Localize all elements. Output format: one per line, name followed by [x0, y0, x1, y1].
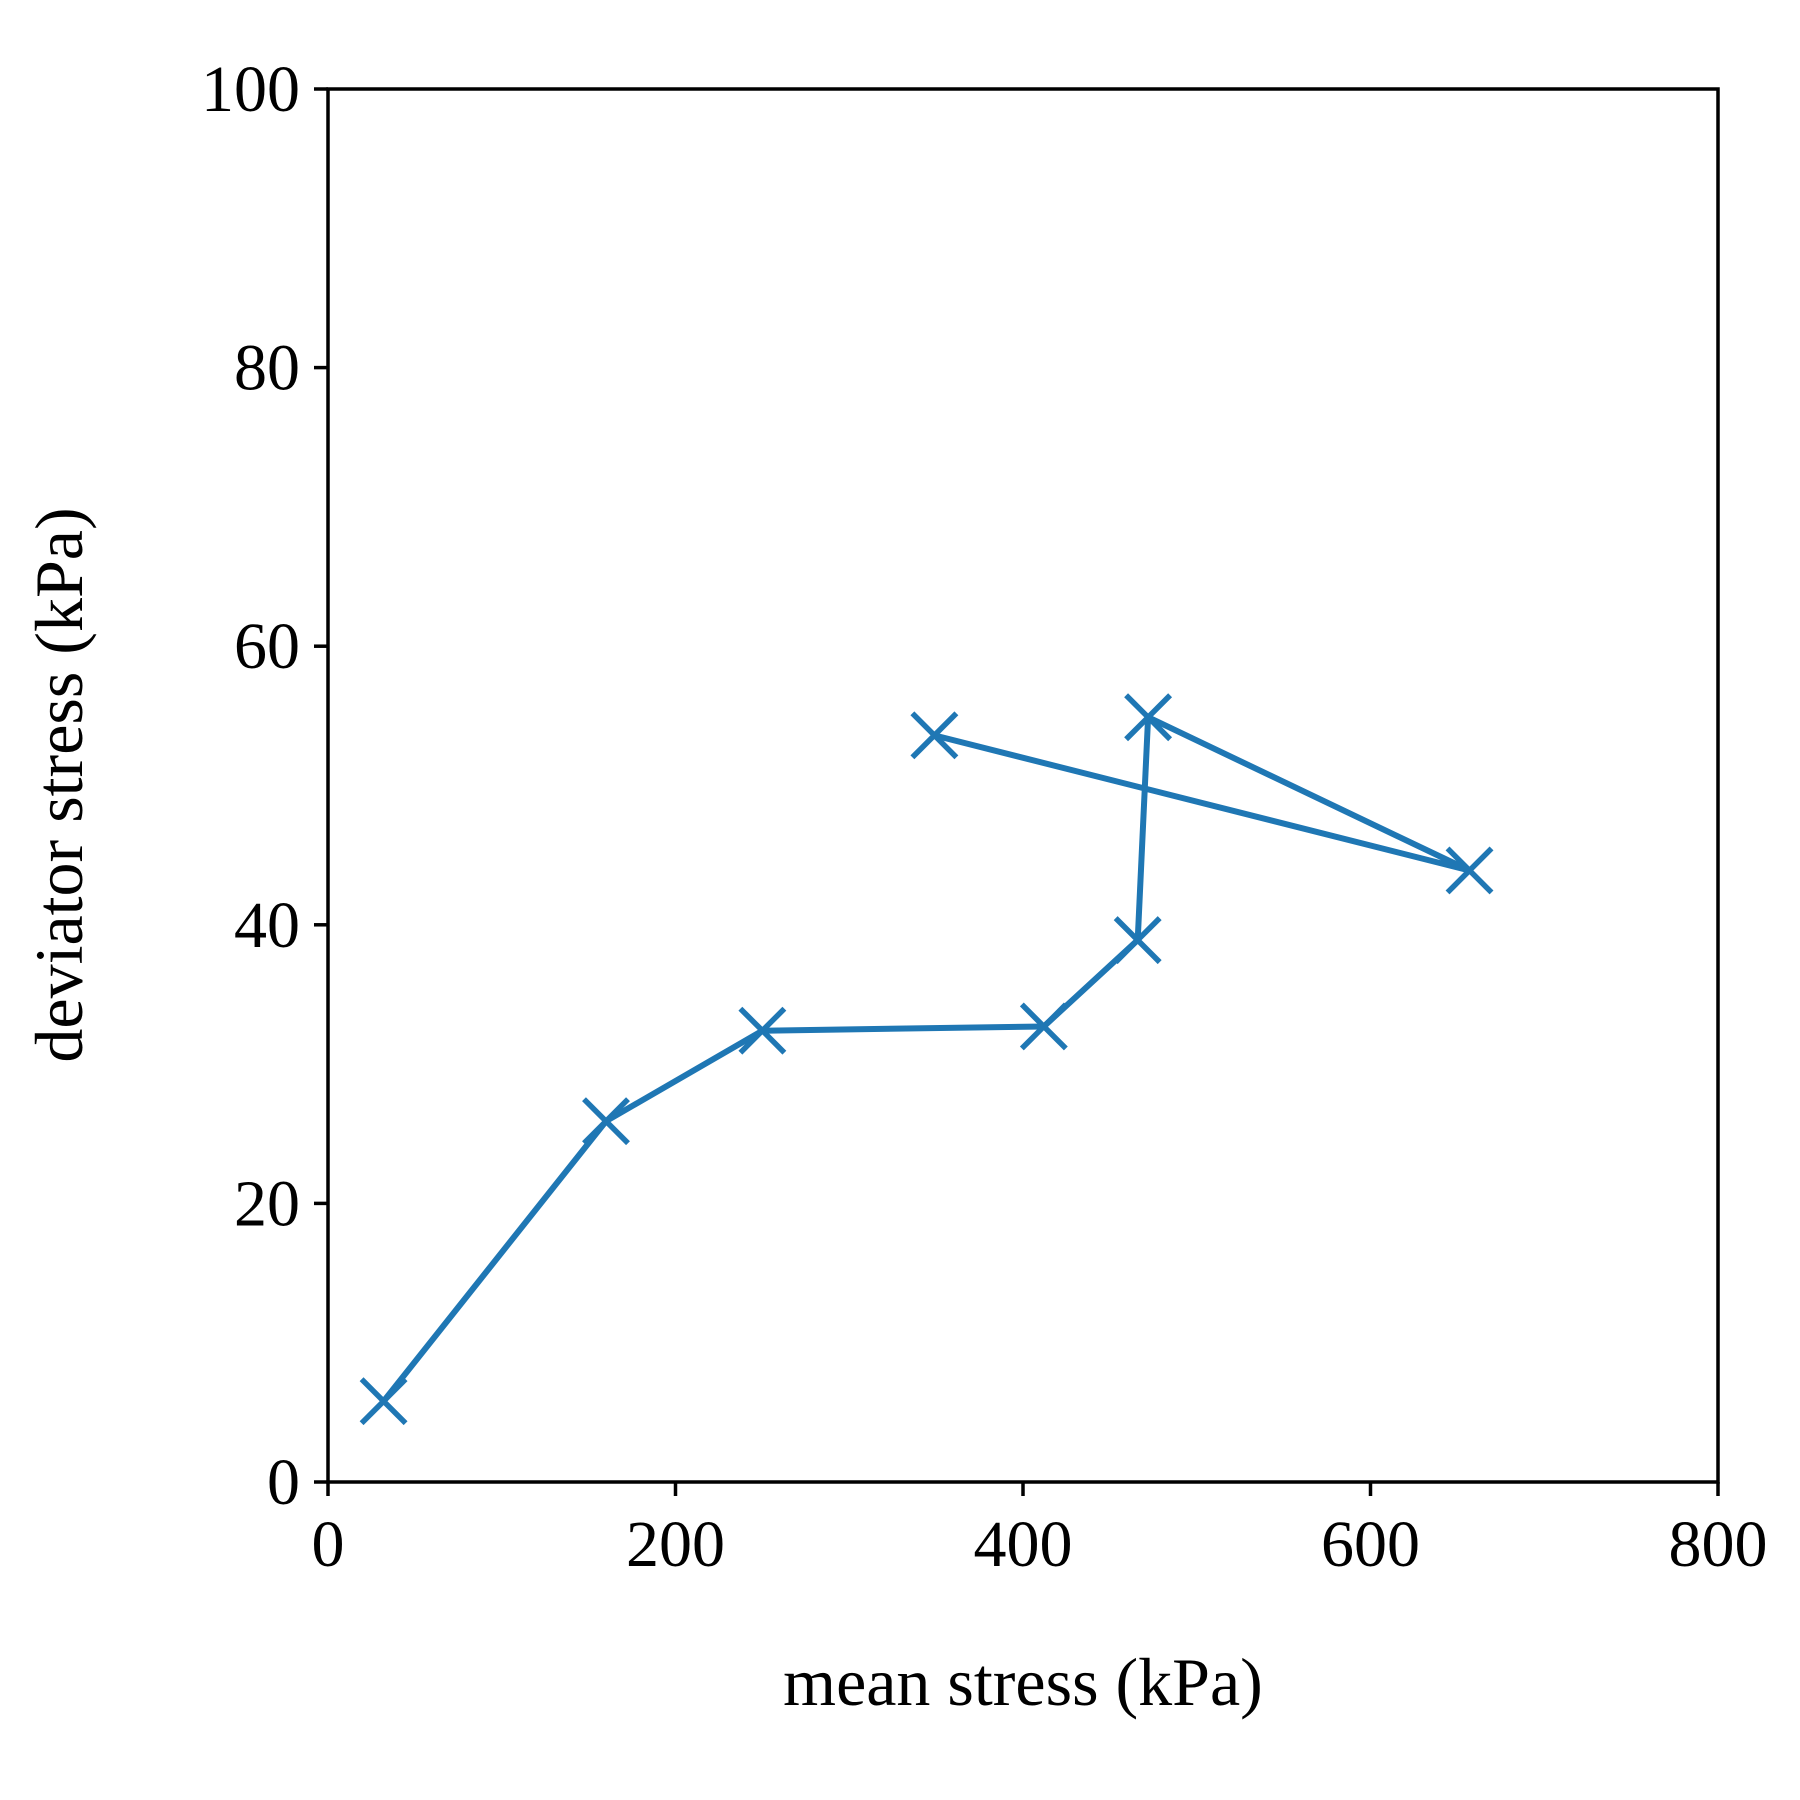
axes-frame [326, 87, 1720, 1484]
marker-stroke [910, 711, 959, 760]
y-tick-label: 20 [234, 1167, 300, 1240]
marker-stroke [1445, 846, 1494, 895]
data-point-marker [738, 1006, 787, 1055]
plot-area [359, 693, 1494, 1426]
x-tick-label: 800 [1669, 1508, 1768, 1581]
y-tick-label: 60 [234, 610, 300, 683]
x-tick-label: 400 [974, 1508, 1073, 1581]
marker-stroke [738, 1006, 787, 1055]
data-point-marker [359, 1377, 408, 1426]
marker-stroke [359, 1377, 408, 1426]
marker-stroke [1124, 693, 1173, 742]
axis-ticks: 0 200 400 600 800 0 20 40 60 80 100 [201, 53, 1768, 1581]
y-tick-label: 40 [234, 889, 300, 962]
x-tick-label: 600 [1321, 1508, 1420, 1581]
marker-stroke [582, 1097, 630, 1146]
x-axis-label: mean stress (kPa) [783, 1644, 1263, 1720]
x-tick-label: 0 [312, 1508, 345, 1581]
data-point-marker [1019, 1002, 1068, 1051]
marker-stroke [1113, 916, 1162, 965]
y-tick-label: 0 [267, 1446, 300, 1519]
y-tick-label: 80 [234, 332, 300, 405]
series-line [380, 714, 1473, 1405]
y-axis-label: deviator stress (kPa) [21, 507, 97, 1062]
y-tick-label: 100 [201, 53, 300, 126]
data-point-marker [1445, 846, 1494, 895]
data-point-marker [1113, 916, 1162, 965]
data-point-marker [1124, 693, 1173, 742]
x-tick-label: 200 [626, 1508, 725, 1581]
data-point-marker [910, 711, 959, 760]
data-point-marker [582, 1097, 630, 1146]
marker-stroke [1019, 1002, 1068, 1051]
